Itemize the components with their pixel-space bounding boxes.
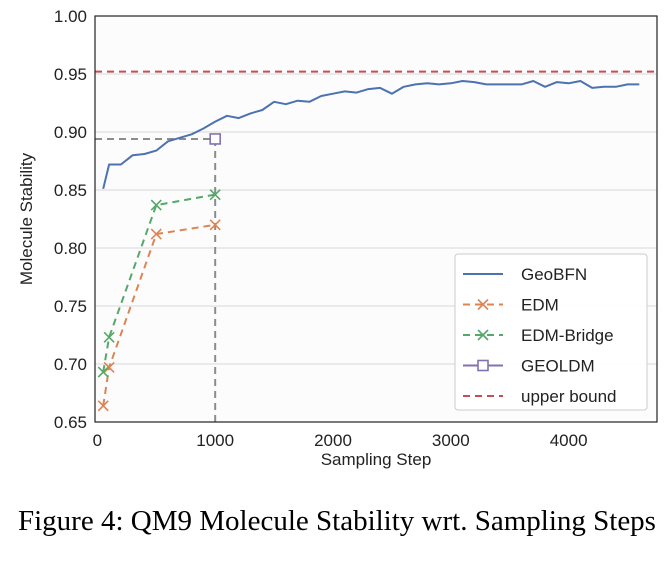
data-point-marker: [209, 189, 221, 201]
series-line: [102, 80, 640, 190]
tick-labels: 0.65 0.70 0.75 0.80 0.85 0.90 0.95 1.00 0 1000 200…: [54, 7, 588, 450]
legend: GeoBFN EDM EDM-Bridge GEOLDM upper bound: [454, 253, 648, 411]
reference-lines: [95, 137, 217, 422]
x-axis-label: Sampling Step: [321, 450, 432, 469]
y-tick-label: 0.85: [54, 181, 87, 200]
x-tick-label: 2000: [314, 431, 352, 450]
data-point-marker: [477, 298, 489, 311]
series-edm-bridge: [97, 189, 221, 378]
y-tick-label: 1.00: [54, 7, 87, 26]
plot-frame: [94, 15, 658, 423]
y-tick-label: 0.95: [54, 65, 87, 84]
legend-label: GeoBFN: [521, 265, 587, 284]
series-line: [102, 193, 216, 373]
y-tick-label: 0.80: [54, 239, 87, 258]
legend-label: upper bound: [521, 387, 616, 406]
y-tick-label: 0.90: [54, 123, 87, 142]
data-point-marker: [97, 400, 109, 412]
x-tick-label: 3000: [432, 431, 470, 450]
legend-label: EDM: [521, 296, 559, 315]
chart-svg: 0.65 0.70 0.75 0.80 0.85 0.90 0.95 1.00 0 1000 200…: [17, 7, 658, 469]
series-edm: [97, 219, 221, 412]
data-point-marker: [209, 219, 221, 231]
x-tick-label: 4000: [550, 431, 588, 450]
series-line: [102, 223, 216, 406]
legend-item: EDM-Bridge: [463, 326, 614, 345]
series-layer: [95, 70, 657, 412]
data-point-marker: [97, 366, 109, 378]
y-tick-label: 0.70: [54, 355, 87, 374]
x-tick-label: 1000: [196, 431, 234, 450]
y-tick-label: 0.75: [54, 297, 87, 316]
data-point-marker: [150, 199, 162, 211]
legend-item: upper bound: [463, 387, 616, 406]
data-point-marker: [103, 331, 115, 343]
y-axis-label: Molecule Stability: [17, 152, 36, 285]
legend-item: EDM: [463, 296, 559, 315]
data-point-marker: [103, 361, 115, 374]
data-point-marker: [150, 228, 162, 240]
chart-figure: 0.65 0.70 0.75 0.80 0.85 0.90 0.95 1.00 0 1000 200…: [17, 7, 658, 469]
data-point-marker: [209, 133, 221, 145]
legend-label: EDM-Bridge: [521, 326, 614, 345]
legend-item: GeoBFN: [463, 265, 587, 284]
legend-box: [454, 253, 648, 411]
y-tick-label: 0.65: [54, 413, 87, 432]
legend-item: GEOLDM: [463, 357, 595, 376]
data-point-marker: [477, 329, 489, 341]
x-tick-label: 0: [93, 431, 102, 450]
figure-caption: Figure 4: QM9 Molecule Stability wrt. Sa…: [18, 505, 656, 537]
series-geobfn: [102, 80, 640, 190]
data-point-marker: [477, 359, 489, 372]
legend-label: GEOLDM: [521, 357, 595, 376]
series-geoldm: [209, 133, 221, 145]
